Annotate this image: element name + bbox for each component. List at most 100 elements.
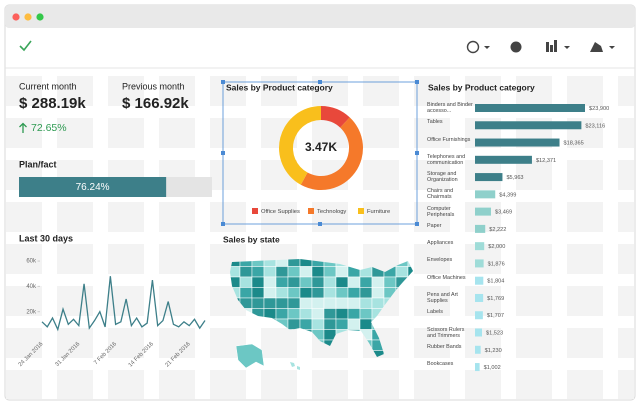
state bbox=[263, 297, 277, 309]
category-label: Binders and Binder accesso... bbox=[427, 102, 473, 114]
state bbox=[275, 308, 289, 320]
value-label: $1,707 bbox=[487, 313, 504, 319]
state bbox=[235, 343, 265, 369]
donut-total: 3.47K bbox=[305, 140, 337, 154]
category-label: Storage and Organization bbox=[427, 171, 458, 184]
bar bbox=[475, 328, 483, 337]
chart-icon[interactable] bbox=[546, 42, 549, 52]
value-label: $1,804 bbox=[487, 279, 504, 285]
kpi-label: Previous month bbox=[122, 81, 185, 91]
state bbox=[239, 266, 253, 278]
state bbox=[287, 308, 301, 320]
state bbox=[395, 266, 409, 278]
legend-swatch bbox=[308, 208, 314, 214]
state bbox=[311, 276, 325, 288]
state bbox=[335, 308, 349, 320]
state bbox=[347, 287, 361, 299]
close-button[interactable] bbox=[12, 13, 20, 21]
state bbox=[299, 276, 313, 288]
legend-swatch bbox=[358, 208, 364, 214]
state bbox=[251, 297, 265, 309]
kpi-change: 72.65% bbox=[31, 122, 67, 134]
donut-segment bbox=[321, 106, 350, 128]
bar bbox=[475, 363, 480, 372]
value-label: $18,365 bbox=[564, 141, 584, 147]
donut-segment bbox=[300, 117, 363, 190]
maximize-button[interactable] bbox=[36, 13, 44, 21]
state bbox=[323, 308, 337, 320]
value-label: $1,876 bbox=[488, 261, 505, 267]
check-icon[interactable] bbox=[19, 40, 32, 52]
value-label: $1,002 bbox=[484, 365, 501, 371]
bar bbox=[475, 155, 532, 164]
category-label: Telephones and communication bbox=[427, 153, 466, 166]
line-series bbox=[41, 276, 206, 332]
palette-icon[interactable] bbox=[510, 41, 522, 53]
value-label: $4,399 bbox=[499, 192, 516, 198]
state bbox=[251, 276, 265, 288]
bar bbox=[475, 207, 491, 216]
state bbox=[323, 287, 337, 299]
title-bar bbox=[5, 5, 635, 28]
category-label: Pens and Art Supplies bbox=[427, 291, 458, 304]
value-label: $5,963 bbox=[506, 175, 523, 181]
state bbox=[251, 287, 265, 299]
category-label: Labels bbox=[427, 309, 443, 316]
value-label: $12,371 bbox=[536, 158, 556, 164]
state bbox=[335, 318, 349, 330]
info-icon[interactable] bbox=[466, 40, 480, 54]
value-label: $23,116 bbox=[585, 123, 605, 129]
toolbar-icons bbox=[466, 40, 615, 54]
minimize-button[interactable] bbox=[24, 13, 32, 21]
state bbox=[287, 287, 301, 299]
widget-title: Sales by Product category bbox=[226, 82, 333, 92]
category-label: Computer Peripherals bbox=[427, 205, 455, 218]
value-label: $3,469 bbox=[495, 210, 512, 216]
state bbox=[323, 297, 337, 309]
bar bbox=[475, 259, 484, 268]
legend-label: Technology bbox=[317, 209, 346, 215]
bar bbox=[475, 121, 582, 130]
state bbox=[299, 266, 313, 278]
state bbox=[335, 266, 349, 278]
state bbox=[323, 266, 337, 278]
state bbox=[335, 287, 349, 299]
state bbox=[299, 287, 313, 299]
progress-bar bbox=[19, 177, 167, 197]
caret bbox=[564, 46, 570, 49]
state bbox=[299, 297, 313, 309]
state bbox=[359, 318, 373, 330]
legend-label: Furniture bbox=[367, 209, 390, 215]
category-label: Envelopes bbox=[427, 257, 453, 264]
state bbox=[323, 318, 337, 330]
state bbox=[239, 276, 253, 288]
state bbox=[251, 266, 265, 278]
state bbox=[275, 266, 289, 278]
selection-handles bbox=[221, 80, 419, 226]
caret bbox=[609, 46, 615, 49]
state bbox=[407, 266, 413, 278]
state bbox=[287, 266, 301, 278]
state bbox=[287, 297, 301, 309]
state bbox=[371, 276, 385, 288]
y-tick-label: 60k bbox=[26, 259, 37, 265]
caret bbox=[484, 46, 490, 49]
kpi-label: Current month bbox=[19, 81, 77, 91]
state bbox=[359, 287, 373, 299]
category-label: Rubber Bands bbox=[427, 343, 462, 350]
value-label: $1,769 bbox=[487, 296, 504, 302]
bar bbox=[475, 173, 503, 182]
widget-title: Sales by state bbox=[223, 234, 280, 244]
state bbox=[311, 297, 325, 309]
chart-icon-bar bbox=[550, 45, 553, 52]
value-label: $1,523 bbox=[486, 330, 503, 336]
value-label: $1,230 bbox=[485, 348, 502, 354]
state bbox=[311, 318, 325, 330]
kpi-value: $ 288.19k bbox=[19, 95, 86, 112]
bar bbox=[475, 345, 481, 354]
layers-icon[interactable] bbox=[590, 42, 603, 52]
state bbox=[239, 287, 253, 299]
bar bbox=[475, 276, 484, 285]
